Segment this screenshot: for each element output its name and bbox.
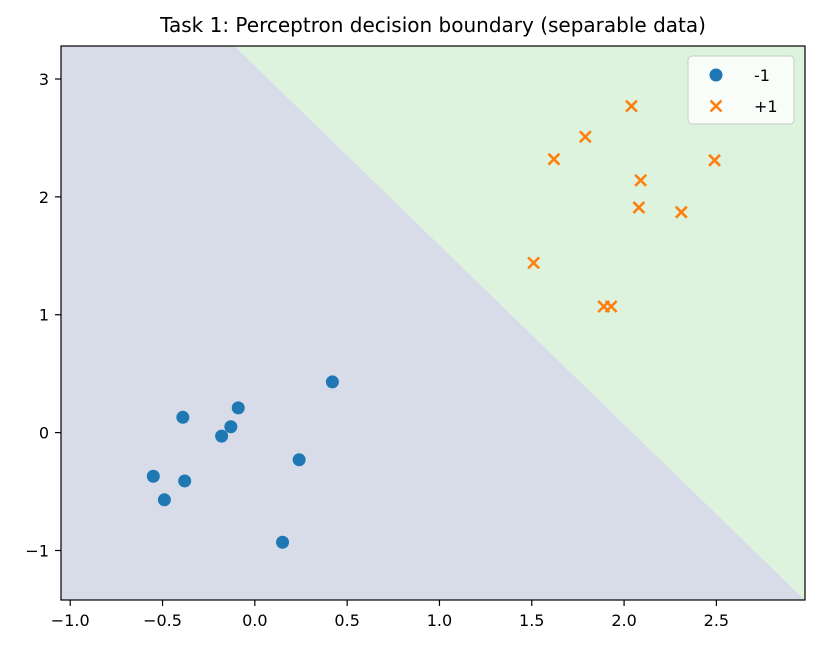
x-tick-label: 2.5: [704, 611, 729, 630]
point-pos: [632, 201, 646, 214]
y-tick-label: 2: [39, 188, 49, 207]
plot-frame: [60, 45, 806, 601]
point-neg: [157, 493, 171, 507]
region-negative: [61, 46, 805, 600]
y-tick-label: 1: [39, 306, 49, 325]
x-tick-label: 1.0: [427, 611, 452, 630]
legend-box: [687, 55, 795, 125]
x-tick-label: −0.5: [143, 611, 182, 630]
point-neg: [146, 469, 160, 483]
point-pos: [604, 300, 618, 313]
y-tick-label: −1: [25, 541, 49, 560]
point-pos: [708, 153, 721, 167]
point-pos: [527, 256, 541, 270]
point-pos: [547, 152, 561, 166]
legend-marker-pos: [709, 99, 723, 113]
legend: -1 +1: [687, 55, 795, 125]
point-neg: [231, 401, 245, 415]
point-pos: [674, 205, 688, 219]
x-tick-label: 1.5: [519, 611, 544, 630]
x-tick-label: 0.5: [334, 611, 359, 630]
x-tick-label: 0.0: [242, 611, 267, 630]
legend-label: -1: [754, 66, 770, 85]
legend-marker-neg: [709, 68, 723, 82]
point-pos: [578, 130, 592, 144]
point-pos: [634, 173, 648, 187]
point-pos: [625, 99, 638, 113]
x-tick-label: −1.0: [51, 611, 90, 630]
x-tick-label: 2.0: [611, 611, 636, 630]
chart-title: Task 1: Perceptron decision boundary (se…: [159, 13, 706, 37]
y-tick-label: 0: [39, 424, 49, 443]
y-tick-label: 3: [39, 70, 49, 89]
point-neg: [325, 375, 339, 389]
legend-label: +1: [754, 97, 778, 116]
point-neg: [178, 474, 192, 488]
point-neg: [215, 429, 229, 443]
point-neg: [276, 535, 290, 549]
point-neg: [176, 410, 190, 424]
region-positive: [234, 46, 805, 600]
point-neg: [224, 420, 238, 434]
point-neg: [292, 453, 306, 467]
